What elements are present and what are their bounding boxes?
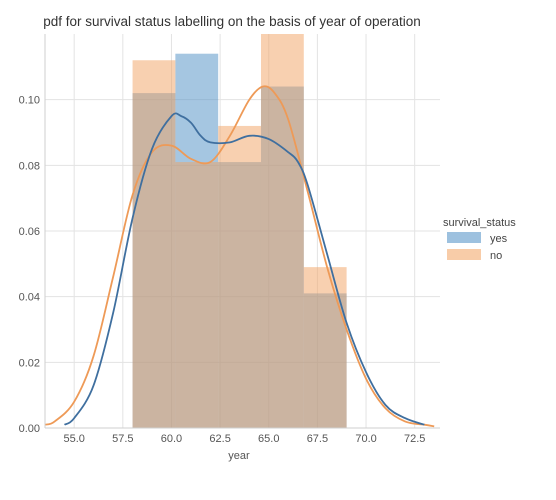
x-tick-label: 57.5 <box>112 433 133 445</box>
y-tick-label: 0.08 <box>19 160 40 172</box>
histogram-bar-no <box>260 34 304 428</box>
legend-swatch-no <box>447 249 481 260</box>
x-tick-label: 67.5 <box>307 433 328 445</box>
legend-swatch-yes <box>447 232 481 243</box>
chart-title: pdf for survival status labelling on the… <box>43 14 420 29</box>
legend: survival_status yes no <box>443 217 516 262</box>
histogram-bar-no <box>303 267 347 428</box>
x-tick-label: 70.0 <box>355 433 376 445</box>
kde-curve-no <box>44 85 435 428</box>
y-tick-label: 0.00 <box>19 423 40 435</box>
x-tick-label: 62.5 <box>209 433 230 445</box>
x-tick-label: 65.0 <box>258 433 279 445</box>
histogram-bars <box>132 34 347 429</box>
kde-curve-yes <box>63 112 425 426</box>
x-axis-label: year <box>228 450 250 462</box>
kde-curves <box>44 85 435 428</box>
y-tick-label: 0.06 <box>19 226 40 238</box>
x-tick-label: 72.5 <box>404 433 425 445</box>
legend-label-no: no <box>490 250 502 262</box>
y-tick-label: 0.04 <box>19 292 40 304</box>
x-tick-label: 60.0 <box>161 433 182 445</box>
y-tick-label: 0.10 <box>19 95 40 107</box>
histogram-bar-no <box>218 125 261 428</box>
x-tick-label: 55.0 <box>63 433 84 445</box>
histogram-bar-no <box>132 60 176 429</box>
y-tick-label: 0.02 <box>19 357 40 369</box>
legend-label-yes: yes <box>490 233 508 245</box>
histogram-bar-no <box>175 162 219 429</box>
axes: 55.0 57.5 60.0 62.5 65.0 67.5 70.0 72.5 0.00 0.02… <box>19 34 440 445</box>
legend-title: survival_status <box>443 217 516 229</box>
